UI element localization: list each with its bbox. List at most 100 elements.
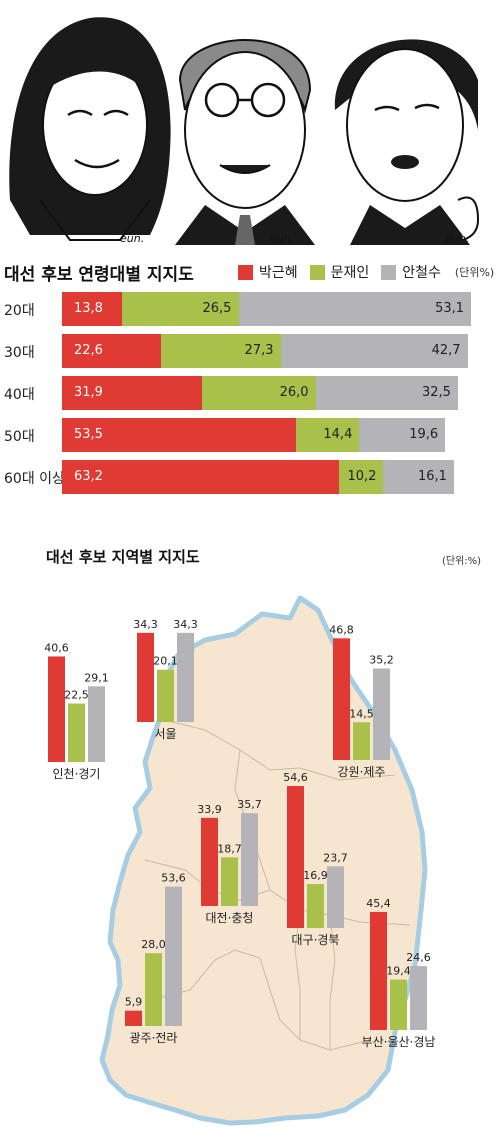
signature-1: eun. (120, 232, 144, 245)
region-value-label: 35,2 (369, 653, 394, 666)
age-value-label: 53,1 (435, 301, 465, 316)
legend-swatch-ahn (381, 264, 397, 280)
region-bar-ahn (241, 813, 258, 906)
age-bar-park (62, 418, 297, 452)
age-row: 50대 53,5 14,4 19,6 (0, 418, 500, 452)
region-bar-park (370, 911, 387, 1030)
region-bar-moon (221, 857, 238, 906)
region-chart-unit: (단위:%) (442, 556, 482, 567)
age-value-label: 26,0 (279, 385, 309, 400)
age-value-label: 53,5 (74, 427, 103, 442)
age-value-label: 42,7 (431, 343, 461, 358)
age-bar-ahn (359, 418, 446, 452)
region-value-label: 29,1 (84, 671, 109, 684)
region-value-label: 46,8 (329, 623, 354, 636)
region-bar-park (287, 786, 304, 928)
age-bar-ahn (280, 334, 468, 368)
region-category-label: 부산·울산·경남 (362, 1035, 436, 1049)
age-bar-moon (296, 418, 360, 452)
region-bar-ahn (327, 866, 344, 928)
legend-label-moon: 문재인 (330, 265, 370, 281)
age-category-label: 50대 (4, 429, 35, 445)
region-value-label: 54,6 (283, 771, 308, 784)
region-bar-moon (307, 884, 324, 928)
region-bar-ahn (88, 686, 105, 762)
region-value-label: 34,3 (173, 618, 198, 631)
region-category-label: 광주·전라 (130, 1031, 178, 1045)
region-bar-park (201, 817, 218, 906)
region-bar-moon (390, 979, 407, 1030)
region-value-label: 53,6 (161, 872, 186, 885)
region-value-label: 45,4 (366, 897, 391, 910)
age-category-label: 40대 (4, 387, 35, 403)
age-bar-ahn (315, 376, 458, 410)
candidate-portraits: eun. eun. eun. (0, 0, 500, 250)
region-bar-ahn (165, 886, 182, 1026)
age-bar-moon (201, 376, 316, 410)
region-value-label: 22,5 (64, 689, 89, 702)
age-bar-park (62, 292, 123, 326)
region-value-label: 40,6 (44, 641, 69, 654)
region-value-label: 16,9 (303, 869, 328, 882)
age-value-label: 27,3 (244, 343, 274, 358)
legend-swatch-moon (309, 264, 325, 280)
region-bar-ahn (373, 668, 390, 760)
region-value-label: 28,0 (141, 938, 166, 951)
province-borders (144, 719, 411, 1051)
age-bar-park (62, 376, 202, 410)
region-category-label: 인천·경기 (53, 766, 101, 781)
region-bar-park (125, 1010, 142, 1026)
signature-3: eun. (445, 232, 469, 245)
age-stacked-bar-chart: 20대 13,8 26,5 53,1 30대 22,6 27,3 42,7 40대 31,9 26,… (0, 292, 500, 512)
region-category-label: 대구·경북 (292, 933, 340, 947)
region-bar-moon (68, 703, 85, 762)
region-value-label: 5,9 (125, 996, 143, 1009)
region-category-label: 강원·제주 (338, 765, 386, 779)
age-chart-unit: (단위%) (454, 266, 495, 279)
region-value-label: 35,7 (237, 798, 262, 811)
age-value-label: 14,4 (323, 427, 353, 442)
age-value-label: 26,5 (202, 301, 232, 316)
age-value-label: 32,5 (421, 385, 451, 400)
region-value-label: 23,7 (323, 851, 348, 864)
region-value-label: 19,4 (386, 965, 411, 978)
age-value-label: 31,9 (74, 385, 103, 400)
age-bar-park (62, 334, 161, 368)
signature-2: eun. (270, 232, 294, 245)
region-value-label: 14,5 (349, 707, 374, 720)
portrait-moon: eun. (175, 39, 315, 245)
region-bar-park (48, 656, 65, 762)
age-value-label: 19,6 (409, 427, 439, 442)
age-category-label: 60대 이상 (4, 471, 65, 487)
age-value-label: 10,2 (347, 469, 377, 484)
legend-swatch-park (238, 264, 253, 280)
region-bar-moon (157, 669, 174, 722)
age-chart-title: 대선 후보 연령대별 지지도 (4, 265, 194, 285)
age-value-label: 16,1 (418, 469, 447, 484)
age-bar-moon (160, 334, 281, 368)
region-bar-park (137, 632, 154, 722)
region-map-chart: 40,6 22,5 29,1 인천·경기 34,3 20,1 34,3 서울 46,8 14,5 3… (44, 595, 436, 1126)
region-category-label: 서울 (154, 727, 176, 741)
age-bar-ahn (238, 292, 472, 326)
age-category-label: 20대 (4, 303, 35, 319)
region-bar-moon (353, 722, 370, 760)
region-chart-title: 대선 후보 지역별 지지도 (46, 548, 200, 566)
legend-label-park: 박근혜 (259, 265, 298, 281)
age-value-label: 63,2 (74, 469, 103, 484)
portrait-ahn: eun. (334, 39, 480, 245)
age-row: 20대 13,8 26,5 53,1 (0, 292, 500, 326)
legend-label-ahn: 안철수 (402, 265, 441, 281)
region-category-label: 대전·충청 (206, 911, 254, 925)
region-value-label: 33,9 (197, 803, 222, 816)
age-row: 40대 31,9 26,0 32,5 (0, 376, 500, 410)
age-value-label: 13,8 (74, 301, 103, 316)
region-bar-ahn (410, 966, 427, 1030)
age-bar-moon (338, 460, 384, 494)
region-value-label: 24,6 (406, 951, 431, 964)
age-category-label: 30대 (4, 345, 35, 361)
region-value-label: 20,1 (153, 655, 178, 668)
region-bar-ahn (177, 632, 194, 722)
region-value-label: 34,3 (133, 618, 158, 631)
age-bar-ahn (383, 460, 454, 494)
